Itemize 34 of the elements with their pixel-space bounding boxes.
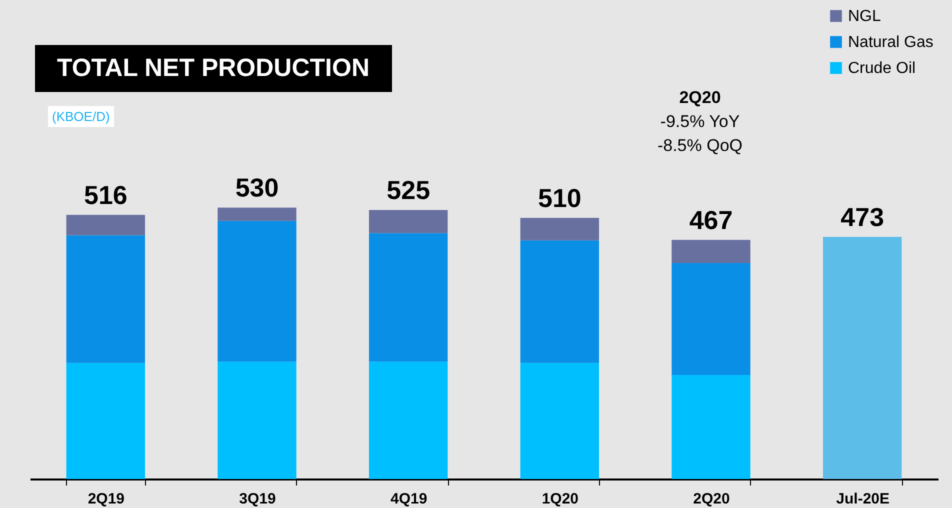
bar [218,362,296,479]
bar [672,240,750,263]
bar [520,362,600,479]
bar [218,208,296,221]
x-tick-label: 2Q19 [88,490,125,508]
bar [66,214,146,236]
x-tick-label: 3Q19 [239,490,276,508]
bar [520,218,600,240]
annotation: 530 [235,172,279,203]
legend-label: Natural Gas [848,34,934,51]
bar [672,262,750,376]
annotation: 510 [538,182,582,213]
annotation: 473 [840,202,884,232]
annotation: 525 [386,175,430,206]
bar [368,233,448,362]
annotation: 516 [84,180,128,210]
x-tick-label: 1Q20 [542,490,579,508]
bar [822,236,902,479]
legend-label: Crude Oil [848,60,916,77]
bar [368,362,448,479]
x-tick-label: Jul-20E [836,490,890,508]
bar [672,375,750,479]
bar [368,210,448,234]
bar [66,362,146,479]
annotation: 467 [689,204,733,235]
chart-subtitle: (KBOE/D) [48,106,114,127]
bar [520,240,600,363]
legend-label: NGL [848,8,881,25]
x-tick-label: 2Q20 [693,490,730,508]
bar [66,235,146,363]
bar [218,220,296,362]
annotation: 2Q20 -9.5% YoY -8.5% QoQ [656,87,744,157]
x-tick-label: 4Q19 [390,490,428,508]
chart-title: TOTAL NET PRODUCTION [35,45,392,92]
